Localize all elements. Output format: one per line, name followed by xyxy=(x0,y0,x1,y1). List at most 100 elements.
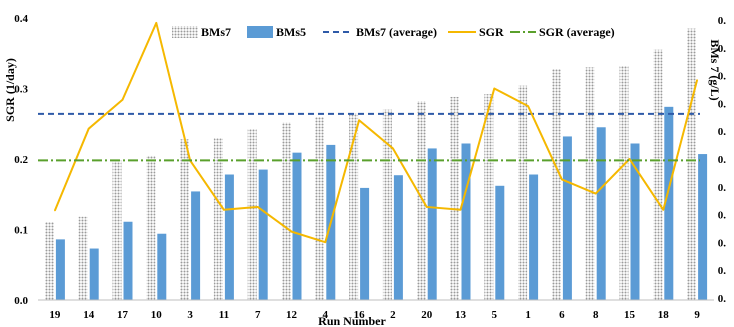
legend-swatch-bms7 xyxy=(172,26,198,38)
bar-bms5-13 xyxy=(461,143,471,300)
point-sgr-4 xyxy=(324,241,327,243)
bar-bms7-2 xyxy=(382,109,392,301)
legend-label-bms5: BMs5 xyxy=(276,25,306,39)
bar-bms7-20 xyxy=(416,101,426,300)
bar-bms7-4 xyxy=(315,117,325,300)
bar-bms5-1 xyxy=(529,174,539,300)
bar-bms7-3 xyxy=(180,139,190,300)
bar-bms7-6 xyxy=(551,68,561,300)
bar-bms5-14 xyxy=(89,248,99,300)
legend-label-sgr: SGR xyxy=(479,25,504,39)
point-sgr-17 xyxy=(121,98,124,101)
bar-bms5-17 xyxy=(123,221,133,300)
x-tick-2: 2 xyxy=(390,309,396,321)
y-left-tick-0-0: 0.0 xyxy=(14,295,28,307)
x-tick-17: 17 xyxy=(117,309,129,321)
legend-label-bms7-average: BMs7 (average) xyxy=(356,25,437,39)
bar-bms5-9 xyxy=(698,154,708,300)
bar-bms7-7 xyxy=(247,129,257,300)
bar-bms5-7 xyxy=(258,169,268,300)
x-tick-16: 16 xyxy=(354,309,366,321)
x-tick-7: 7 xyxy=(255,309,261,321)
point-sgr-18 xyxy=(662,208,665,211)
legend: BMs7 BMs5 BMs7 (average) SGR SGR (averag… xyxy=(172,25,615,39)
point-sgr-16 xyxy=(358,119,360,122)
bar-bms5-16 xyxy=(360,187,370,300)
bar-bms7-15 xyxy=(619,65,629,300)
bar-bms5-5 xyxy=(495,185,505,300)
x-tick-18: 18 xyxy=(658,309,670,321)
bar-bms7-16 xyxy=(349,113,359,300)
legend-label-sgr-average: SGR (average) xyxy=(539,25,615,39)
bar-bms7-9 xyxy=(687,28,697,300)
x-ticks: 19 14 17 10 3 11 7 12 4 16 2 20 13 5 1 6 8 15 18 9 xyxy=(49,309,700,321)
bar-bms7-12 xyxy=(281,122,291,300)
y-right-tick-1: 0. xyxy=(718,265,727,277)
point-sgr-19 xyxy=(54,209,56,212)
legend-label-bms7: BMs7 xyxy=(201,25,231,39)
bar-bms5-6 xyxy=(562,136,572,300)
bar-bms7-5 xyxy=(484,94,494,300)
x-tick-11: 11 xyxy=(219,309,229,321)
y-left-tick-0-4: 0.4 xyxy=(14,13,28,25)
x-axis-title: Run Number xyxy=(318,314,386,327)
bar-bms5-19 xyxy=(55,239,65,300)
x-tick-10: 10 xyxy=(151,309,163,321)
y-right-ticks: 0. 0. 0. 0. 0. 0. 0. 0. 0. 0. 0. xyxy=(718,15,727,305)
point-sgr-1 xyxy=(527,105,529,107)
y-right-tick-10: 0. xyxy=(718,15,727,27)
point-sgr-13 xyxy=(459,208,462,211)
bar-bms7-1 xyxy=(518,85,528,301)
y-left-axis-title: SGR (1/day) xyxy=(3,58,17,122)
x-tick-4: 4 xyxy=(323,309,329,321)
bar-bms5-15 xyxy=(630,143,640,300)
legend-swatch-bms5 xyxy=(247,26,273,38)
y-left-tick-0-1: 0.1 xyxy=(14,225,28,237)
bar-bms5-18 xyxy=(664,106,674,300)
lines-layer xyxy=(38,21,700,244)
point-sgr-2 xyxy=(392,147,394,150)
bar-bms7-11 xyxy=(213,137,223,300)
bar-bms7-18 xyxy=(653,49,663,300)
bar-bms5-20 xyxy=(427,148,437,300)
bar-bms5-8 xyxy=(596,127,606,301)
bar-bms5-2 xyxy=(393,175,403,300)
x-tick-8: 8 xyxy=(593,309,599,321)
point-sgr-15 xyxy=(628,158,631,160)
point-sgr-5 xyxy=(493,87,496,90)
y-right-tick-2: 0. xyxy=(718,237,727,249)
x-tick-9: 9 xyxy=(694,309,700,321)
y-right-axis-title: BMs 7 (g/L) xyxy=(708,39,722,100)
x-tick-5: 5 xyxy=(492,309,498,321)
y-right-tick-5: 0. xyxy=(718,154,727,166)
x-tick-14: 14 xyxy=(83,309,95,321)
y-left-tick-0-2: 0.2 xyxy=(14,154,28,166)
line-sgr xyxy=(53,21,699,244)
x-tick-3: 3 xyxy=(187,309,193,321)
y-left-ticks: 0.0 0.1 0.2 0.3 0.4 xyxy=(14,13,28,307)
point-sgr-11 xyxy=(223,208,225,211)
point-sgr-8 xyxy=(594,192,597,195)
bar-bms7-14 xyxy=(78,216,88,300)
bar-bms5-12 xyxy=(292,152,302,300)
bar-bms7-17 xyxy=(112,160,122,300)
point-sgr-9 xyxy=(696,79,698,81)
x-tick-13: 13 xyxy=(455,309,467,321)
x-tick-6: 6 xyxy=(559,309,565,321)
bars-layer xyxy=(44,28,708,301)
x-tick-15: 15 xyxy=(624,309,636,321)
x-tick-1: 1 xyxy=(525,309,531,321)
point-sgr-10 xyxy=(155,22,158,24)
x-tick-19: 19 xyxy=(49,309,61,321)
y-right-tick-9: 0. xyxy=(718,43,727,55)
point-sgr-7 xyxy=(256,206,259,208)
point-sgr-14 xyxy=(87,127,90,130)
x-tick-20: 20 xyxy=(421,309,433,321)
y-right-tick-7: 0. xyxy=(718,98,727,110)
y-right-tick-6: 0. xyxy=(718,126,727,138)
point-sgr-20 xyxy=(425,206,428,208)
bar-bms7-13 xyxy=(450,96,460,301)
bar-bms5-3 xyxy=(191,191,201,300)
y-right-tick-0: 0. xyxy=(718,293,727,305)
